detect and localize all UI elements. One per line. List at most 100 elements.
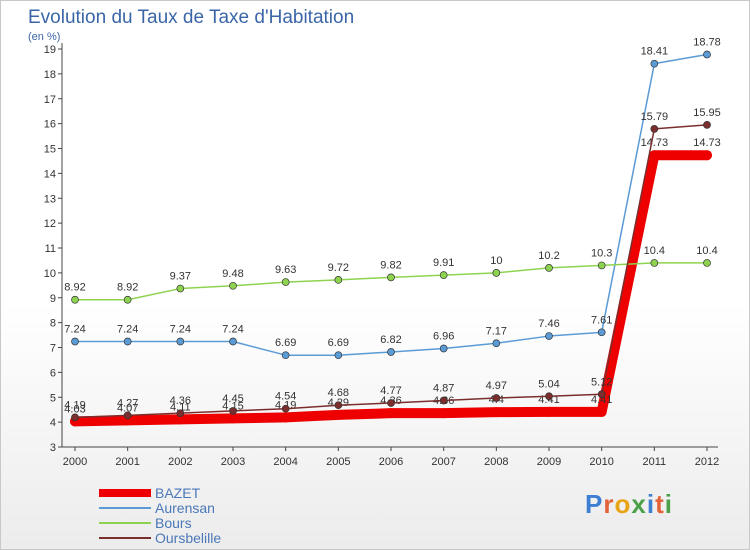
y-tick-label: 4 bbox=[50, 417, 56, 429]
logo-letter: o bbox=[614, 489, 632, 519]
data-point bbox=[176, 409, 185, 418]
data-label: 7.61 bbox=[591, 314, 612, 326]
data-point bbox=[71, 413, 79, 422]
data-point bbox=[492, 339, 501, 348]
data-point bbox=[123, 295, 132, 304]
data-label: 10.4 bbox=[696, 245, 717, 257]
data-label: 4.27 bbox=[117, 397, 138, 409]
data-point bbox=[387, 399, 395, 407]
data-point bbox=[492, 394, 501, 402]
x-tick-label: 2007 bbox=[431, 456, 455, 468]
data-point bbox=[703, 121, 711, 129]
y-tick-label: 12 bbox=[44, 218, 56, 230]
data-label: 9.82 bbox=[380, 259, 401, 271]
data-label: 18.78 bbox=[693, 36, 721, 48]
data-label: 5.12 bbox=[591, 376, 612, 388]
data-point bbox=[228, 413, 238, 424]
data-label: 4.97 bbox=[486, 380, 507, 392]
data-point bbox=[439, 271, 448, 279]
y-tick-label: 7 bbox=[50, 343, 56, 355]
x-tick-label: 2006 bbox=[379, 456, 403, 468]
data-point bbox=[281, 404, 290, 413]
data-point bbox=[280, 412, 291, 423]
data-point bbox=[334, 401, 343, 410]
data-label: 9.48 bbox=[222, 268, 243, 280]
data-point bbox=[650, 124, 659, 133]
y-tick-label: 17 bbox=[44, 94, 56, 106]
legend-swatch bbox=[99, 537, 151, 539]
data-label: 4.03 bbox=[64, 403, 85, 415]
data-label: 15.95 bbox=[693, 107, 721, 119]
data-label: 9.91 bbox=[433, 257, 454, 269]
data-label: 9.72 bbox=[328, 262, 349, 274]
data-label: 7.24 bbox=[170, 324, 191, 336]
data-label: 4.36 bbox=[170, 395, 191, 407]
legend-label: Oursbelille bbox=[155, 530, 222, 546]
data-label: 9.63 bbox=[275, 264, 296, 276]
data-label: 7.46 bbox=[538, 318, 559, 330]
y-tick-label: 11 bbox=[45, 243, 56, 255]
data-label: 14.73 bbox=[693, 137, 721, 149]
data-label: 15.79 bbox=[641, 111, 669, 123]
data-label: 10.3 bbox=[591, 247, 612, 259]
data-label: 4.15 bbox=[222, 400, 243, 412]
data-label: 6.69 bbox=[328, 337, 349, 349]
data-point bbox=[545, 392, 553, 401]
data-point bbox=[597, 390, 606, 399]
y-tick-label: 16 bbox=[44, 119, 56, 131]
data-label: 7.24 bbox=[117, 324, 138, 336]
y-tick-label: 18 bbox=[44, 69, 56, 81]
data-label: 6.82 bbox=[380, 334, 401, 346]
data-point bbox=[229, 281, 237, 290]
data-point bbox=[333, 409, 344, 420]
y-tick-label: 15 bbox=[44, 144, 56, 156]
x-tick-label: 2004 bbox=[273, 456, 297, 468]
x-tick-label: 2001 bbox=[115, 456, 139, 468]
data-point bbox=[334, 351, 343, 360]
data-label: 7.17 bbox=[486, 325, 507, 337]
data-label: 4.68 bbox=[328, 387, 349, 399]
logo-letter: r bbox=[603, 489, 615, 519]
data-point bbox=[386, 408, 396, 419]
data-label: 18.41 bbox=[641, 46, 669, 58]
data-point bbox=[702, 150, 712, 161]
logo-letter: i bbox=[646, 489, 656, 519]
data-point bbox=[71, 295, 79, 304]
legend-label: Bours bbox=[155, 515, 192, 531]
logo-letter: i bbox=[664, 489, 673, 519]
data-point bbox=[439, 396, 448, 405]
data-label: 4.45 bbox=[222, 393, 243, 405]
y-tick-label: 6 bbox=[50, 367, 56, 379]
series-line bbox=[74, 53, 708, 356]
data-label: 14.73 bbox=[641, 137, 669, 149]
data-label: 4.87 bbox=[433, 382, 454, 394]
data-point bbox=[703, 259, 711, 267]
data-label: 10.4 bbox=[644, 245, 665, 257]
data-point bbox=[71, 337, 79, 346]
logo-letter: P bbox=[585, 489, 604, 519]
x-tick-label: 2002 bbox=[168, 456, 192, 468]
data-point bbox=[650, 259, 659, 267]
chart-title: Evolution du Taux de Taxe d'Habitation bbox=[28, 7, 355, 28]
data-point bbox=[703, 50, 711, 59]
y-tick-label: 9 bbox=[50, 293, 56, 305]
x-tick-label: 2008 bbox=[484, 456, 508, 468]
y-tick-label: 8 bbox=[50, 318, 56, 330]
data-label: 4.19 bbox=[64, 399, 85, 411]
data-point bbox=[596, 406, 607, 417]
data-point bbox=[650, 59, 659, 68]
data-point bbox=[545, 332, 553, 340]
y-tick-label: 10 bbox=[44, 268, 56, 280]
data-point bbox=[387, 273, 395, 282]
data-label: 5.04 bbox=[538, 378, 559, 390]
y-tick-label: 5 bbox=[50, 392, 56, 404]
data-label: 7.24 bbox=[222, 324, 243, 336]
data-point bbox=[387, 348, 395, 356]
data-label: 10.2 bbox=[538, 250, 559, 262]
data-point bbox=[176, 337, 185, 346]
legend-swatch bbox=[99, 489, 151, 497]
x-tick-label: 2003 bbox=[221, 456, 245, 468]
chart-unit-label: (en %) bbox=[28, 31, 61, 43]
